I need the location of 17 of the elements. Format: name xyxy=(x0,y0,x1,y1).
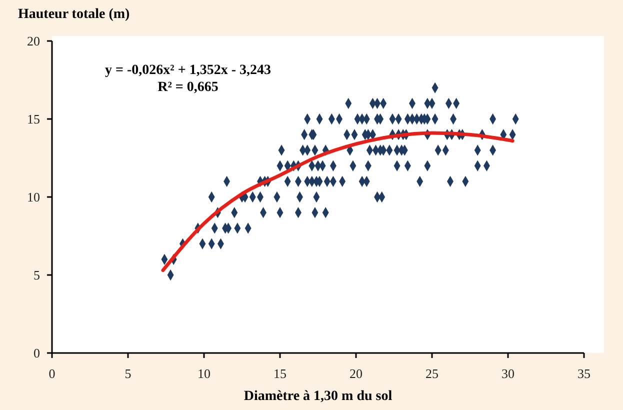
chart-title: Hauteur totale (m) xyxy=(18,7,130,22)
x-tick-label: 10 xyxy=(198,366,210,381)
x-tick-label: 5 xyxy=(124,366,132,381)
x-tick-label: 35 xyxy=(578,366,590,381)
x-tick-label: 20 xyxy=(350,366,362,381)
y-tick-label: 20 xyxy=(27,34,40,49)
y-tick-label: 0 xyxy=(34,346,40,361)
x-axis-title: Diamètre à 1,30 m du sol xyxy=(244,389,392,404)
x-tick-label: 15 xyxy=(274,366,286,381)
y-tick-label: 5 xyxy=(34,268,40,283)
annotation: y = -0,026x² + 1,352x - 3,243 xyxy=(105,63,271,78)
annotation: R² = 0,665 xyxy=(158,80,218,95)
y-tick-label: 10 xyxy=(27,190,40,205)
x-tick-label: 0 xyxy=(48,366,56,381)
x-tick-label: 30 xyxy=(502,366,514,381)
y-tick-label: 15 xyxy=(27,112,40,127)
x-tick-label: 25 xyxy=(426,366,438,381)
